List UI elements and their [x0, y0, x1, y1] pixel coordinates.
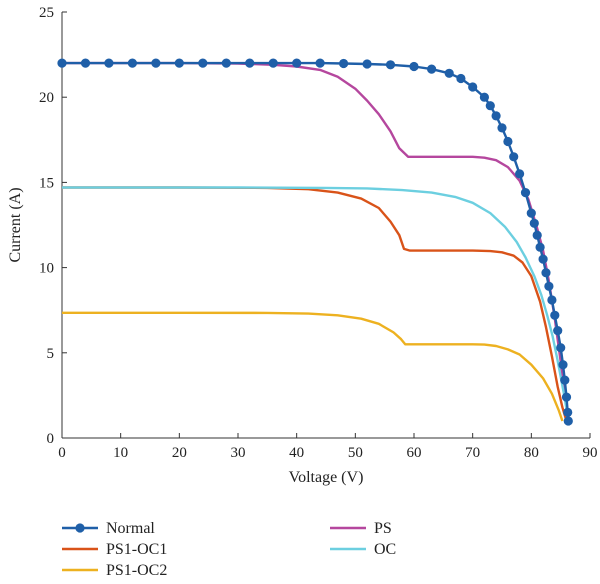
- x-tick-label: 40: [289, 445, 304, 461]
- data-point: [151, 58, 161, 68]
- legend-label: OC: [374, 541, 396, 558]
- data-point: [444, 68, 454, 78]
- legend-label: Normal: [106, 520, 155, 537]
- data-point: [409, 61, 419, 72]
- x-tick-label: 30: [231, 445, 246, 461]
- data-point: [563, 416, 573, 426]
- data-point: [529, 218, 539, 228]
- data-point: [479, 92, 489, 102]
- y-tick-label: 25: [39, 5, 54, 21]
- data-point: [541, 268, 551, 278]
- data-point: [385, 60, 396, 70]
- legend-label: PS: [374, 520, 392, 537]
- x-axis-title: Voltage (V): [289, 469, 364, 486]
- data-point: [221, 58, 231, 68]
- legend-item-ps: PS: [330, 520, 392, 537]
- data-point: [339, 58, 349, 69]
- y-tick-label: 10: [39, 261, 54, 277]
- y-axis-title: Current (A): [7, 187, 24, 262]
- legend-item-ps1-oc1: PS1-OC1: [62, 541, 167, 558]
- x-tick-label: 60: [407, 445, 422, 461]
- y-tick-label: 0: [47, 431, 55, 447]
- data-point: [553, 326, 563, 336]
- axes: 0 10 20 30 40 50 60 70 80 90 0 5 10 15 20 25: [39, 5, 598, 461]
- data-point: [509, 152, 519, 162]
- x-tick-label: 20: [172, 445, 187, 461]
- data-point: [245, 58, 255, 68]
- y-tick-label: 20: [39, 90, 54, 106]
- x-tick-label: 50: [348, 445, 363, 461]
- data-point: [520, 188, 531, 198]
- series-ps1-oc2: [62, 311, 564, 422]
- data-point: [456, 73, 466, 84]
- series-layer: [57, 58, 573, 426]
- series-oc: [62, 186, 570, 422]
- data-point: [127, 58, 137, 68]
- data-point: [468, 82, 478, 92]
- data-point: [526, 208, 536, 218]
- y-tick-label: 15: [39, 175, 54, 191]
- series-line-ps1-oc2: [62, 311, 564, 422]
- series-line-oc: [62, 186, 570, 422]
- data-point: [563, 407, 573, 417]
- data-point: [556, 343, 566, 353]
- x-tick-label: 0: [58, 445, 66, 461]
- series-ps1-oc1: [62, 186, 568, 422]
- data-point: [535, 242, 545, 252]
- data-point: [547, 295, 557, 305]
- legend-item-ps1-oc2: PS1-OC2: [62, 562, 167, 579]
- data-point: [550, 310, 560, 320]
- x-tick-label: 80: [524, 445, 539, 461]
- legend: Normal PS1-OC1 PS1-OC2 PS OC: [62, 520, 396, 579]
- data-point: [80, 58, 91, 68]
- data-point: [558, 360, 568, 370]
- data-point: [497, 123, 507, 133]
- series-line-ps1-oc1: [62, 186, 568, 422]
- data-point: [362, 59, 372, 69]
- legend-marker: [75, 523, 85, 533]
- data-point: [491, 111, 501, 121]
- data-point: [198, 58, 208, 68]
- x-tick-label: 70: [465, 445, 480, 461]
- data-point: [560, 375, 570, 385]
- data-point: [427, 64, 437, 74]
- data-point: [485, 101, 495, 111]
- data-point: [503, 136, 513, 147]
- legend-item-oc: OC: [330, 541, 396, 558]
- data-point: [57, 58, 67, 68]
- data-point: [515, 169, 525, 179]
- x-tick-label: 10: [113, 445, 128, 461]
- data-point: [532, 230, 542, 240]
- y-tick-label: 5: [47, 346, 55, 362]
- x-tick-label: 90: [583, 445, 598, 461]
- data-point: [104, 58, 114, 68]
- data-point: [544, 281, 554, 291]
- legend-label: PS1-OC1: [106, 541, 167, 558]
- data-point: [561, 392, 572, 402]
- data-point: [315, 58, 325, 68]
- legend-label: PS1-OC2: [106, 562, 167, 579]
- data-point: [268, 58, 278, 68]
- data-point: [174, 58, 184, 68]
- legend-item-normal: Normal: [62, 520, 155, 537]
- series-normal: [57, 58, 573, 426]
- data-point: [292, 58, 302, 68]
- data-point: [538, 254, 548, 264]
